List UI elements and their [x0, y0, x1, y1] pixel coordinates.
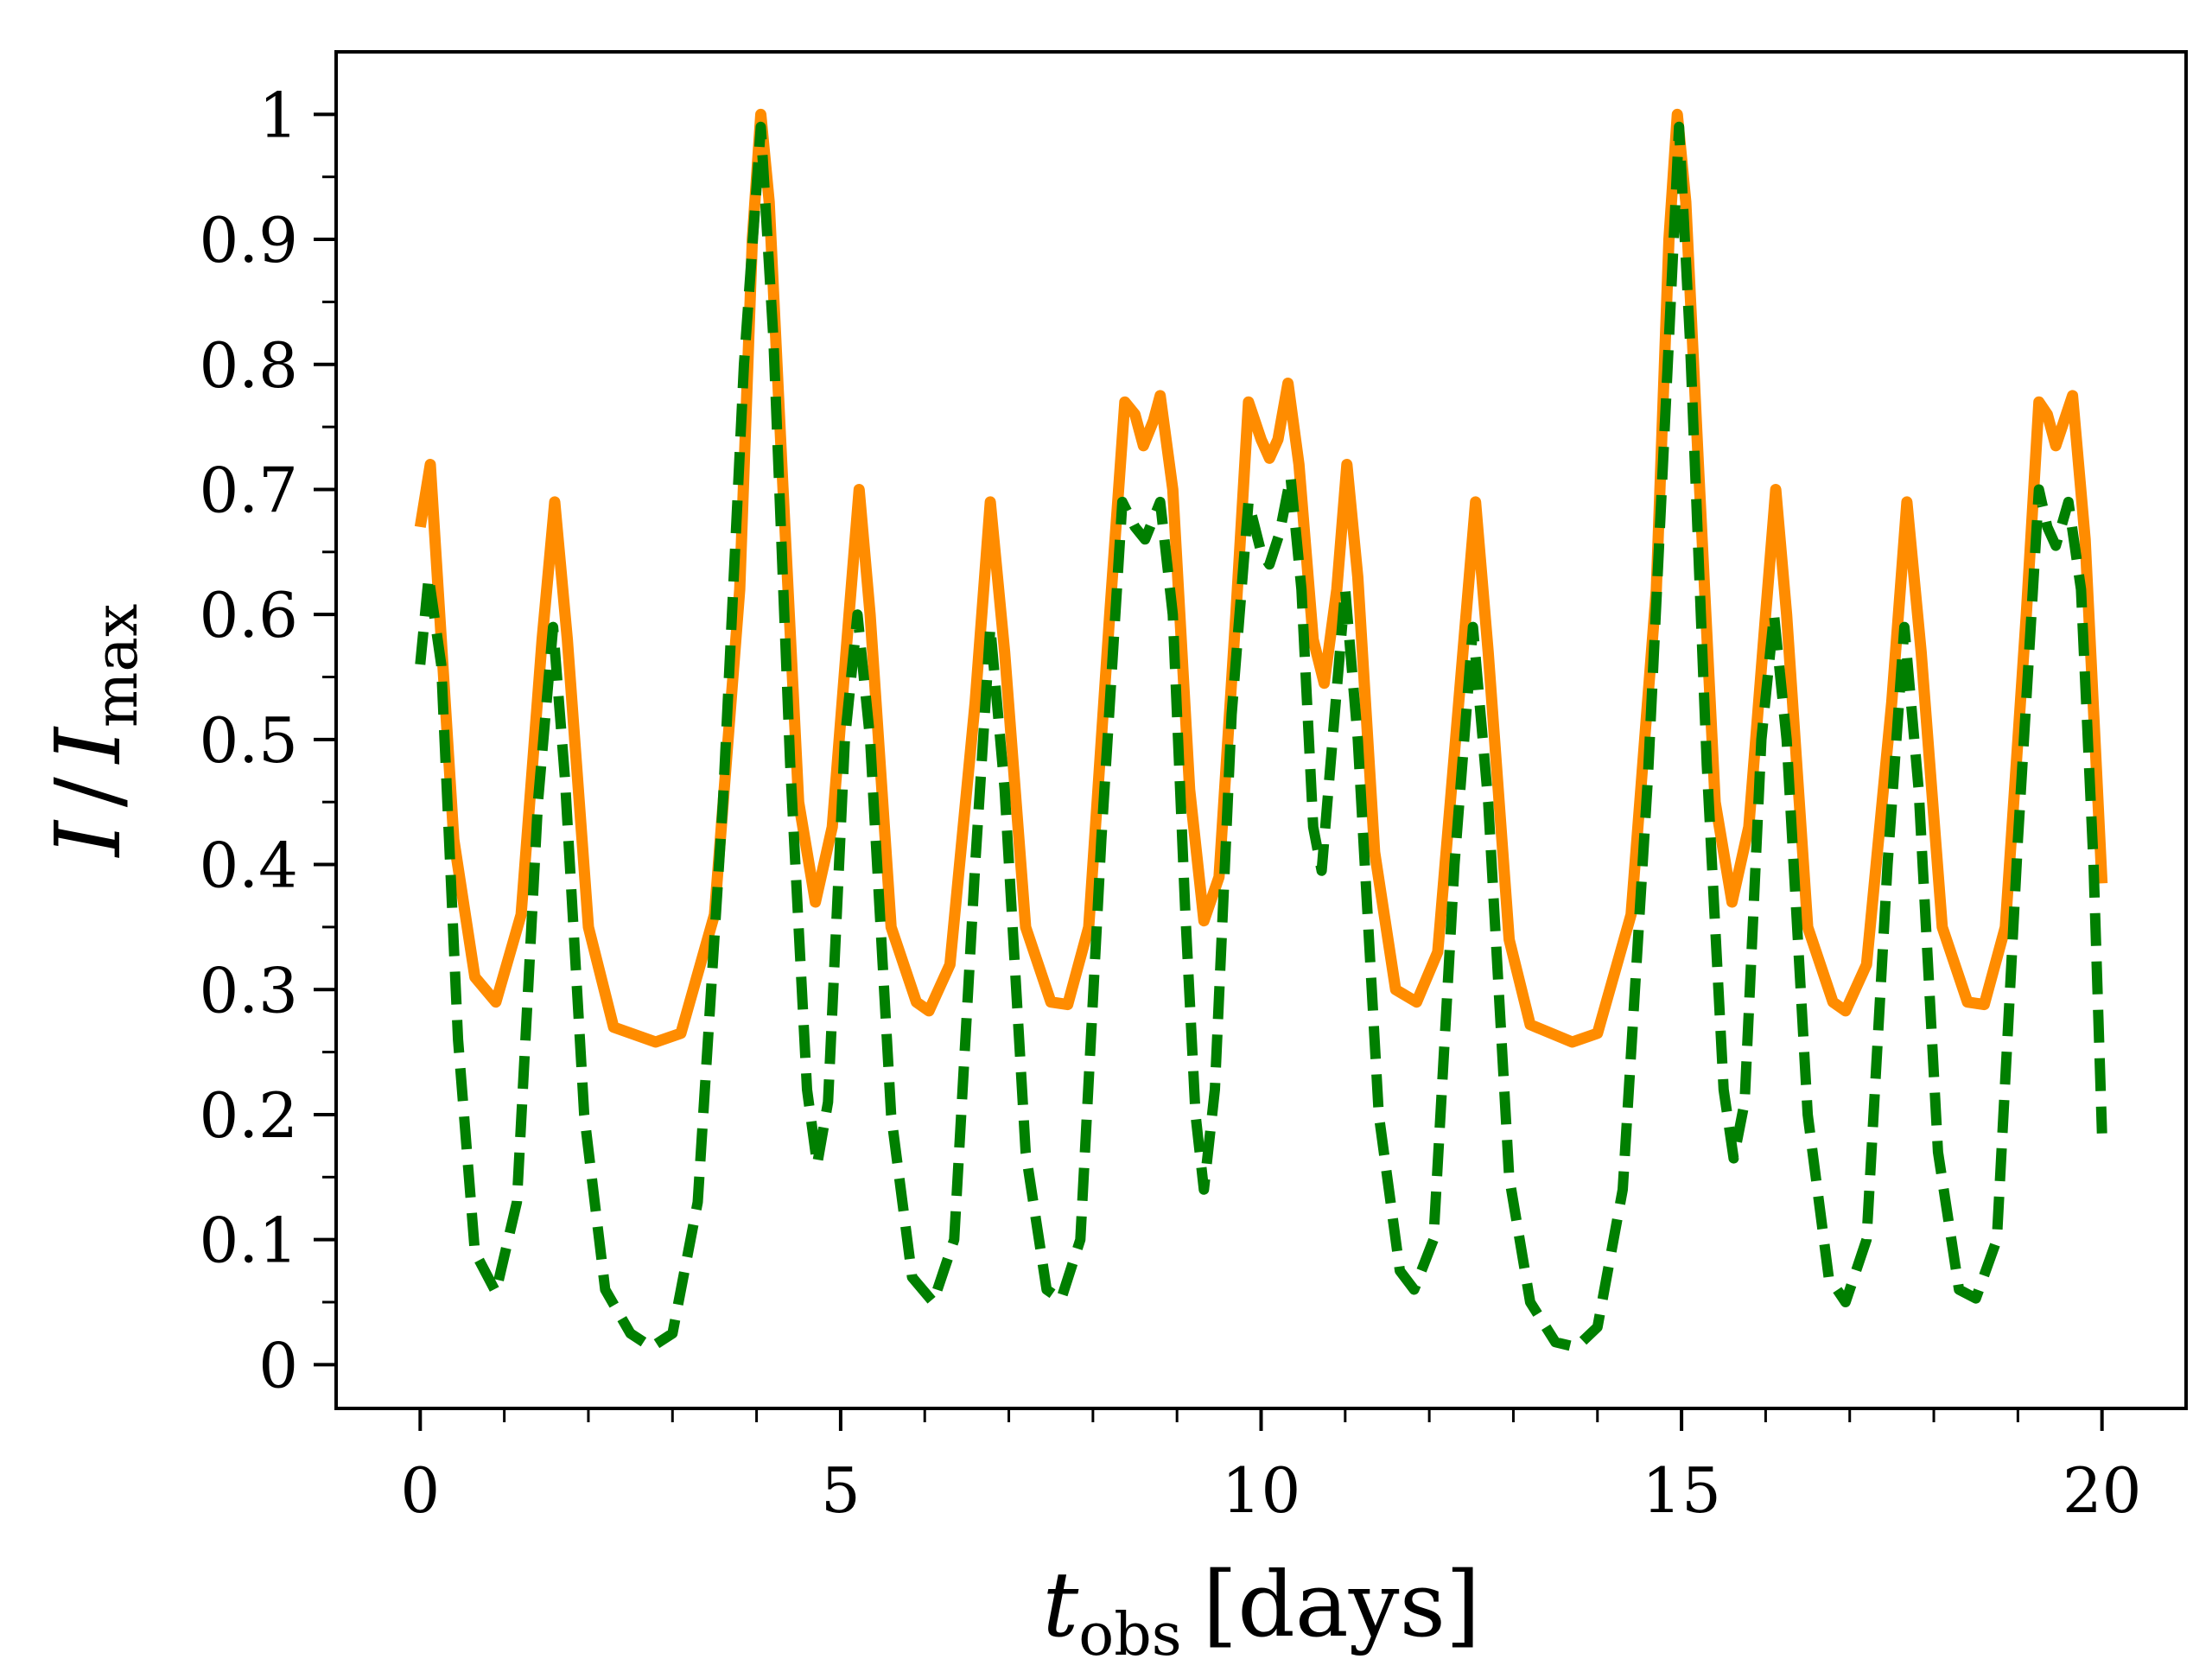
series-line-green-dashed	[415, 121, 2107, 1353]
series-layer	[414, 108, 2108, 1353]
y-tick-label: 0.3	[199, 954, 298, 1027]
x-axis-label-unit: [days]	[1203, 1552, 1481, 1657]
y-tick-label: 0.1	[199, 1205, 298, 1277]
y-axis-label-den: I	[35, 726, 141, 765]
x-tick-label: 0	[400, 1454, 440, 1527]
y-tick-label: 0.4	[199, 830, 298, 902]
x-tick-label: 15	[1642, 1454, 1721, 1527]
y-axis-label-sub: max	[83, 604, 151, 728]
ticks-layer: 0 5 10 15 20 0 0.1 0.2 0.3 0.4 0.5 0.6 0.7 0.8 0.9 1	[199, 79, 2141, 1527]
x-axis-label-sub: obs	[1078, 1601, 1181, 1659]
y-axis-label-slash: /	[35, 776, 141, 807]
y-tick-label: 0.2	[199, 1079, 298, 1152]
plot-frame	[334, 50, 2188, 1410]
y-axis-label: I / Imax	[35, 604, 151, 859]
y-tick-label: 1	[258, 79, 298, 151]
y-tick-label: 0.5	[199, 704, 298, 777]
y-tick-label: 0.7	[199, 454, 298, 526]
y-tick-label: 0	[258, 1329, 298, 1402]
y-tick-label: 0.6	[199, 579, 298, 652]
x-tick-label: 10	[1222, 1454, 1301, 1527]
y-axis-label-num: I	[35, 819, 141, 858]
x-tick-label: 20	[2063, 1454, 2142, 1527]
y-tick-label: 0.9	[199, 204, 298, 276]
x-axis-label: tobs [days]	[1042, 1552, 1480, 1659]
x-axis-label-main: t	[1042, 1552, 1078, 1657]
x-tick-label: 5	[821, 1454, 861, 1527]
y-tick-label: 0.8	[199, 329, 298, 402]
